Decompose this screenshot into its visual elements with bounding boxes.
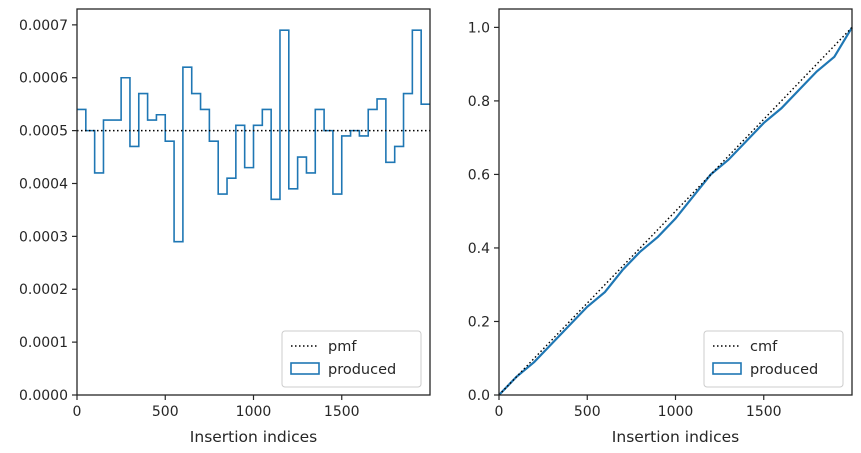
cmf-legend: cmf produced <box>703 330 844 388</box>
produced-cdf-legend-swatch <box>712 362 742 375</box>
produced-cdf-series <box>498 26 853 396</box>
produced-cdf-legend-label: produced <box>750 362 818 378</box>
cmf-panel: 0 500 1000 1500 0.0 0.2 0.4 0.6 0.8 1.0 Insertion… <box>468 8 853 446</box>
produced-step-series <box>77 29 430 243</box>
cmf-x-tick-label: 1000 <box>658 404 694 420</box>
cmf-legend-box <box>703 330 844 388</box>
pmf-y-tick-label: 0.0001 <box>19 335 68 351</box>
cmf-y-tick-label: 0.6 <box>468 167 490 183</box>
pmf-y-tick-label: 0.0006 <box>19 71 68 87</box>
cmf-y-tick-label: 0.2 <box>468 314 490 330</box>
cmf-reference-line <box>498 26 853 396</box>
pmf-axes-frame <box>76 8 431 396</box>
cmf-x-tick-label: 500 <box>574 404 601 420</box>
pmf-x-tick-label: 1000 <box>236 404 272 420</box>
cmf-y-tick-label: 1.0 <box>468 20 490 36</box>
pmf-axis-ticks: 0 500 1000 1500 0.0000 0.0001 0.0002 0.0003 0.00… <box>19 18 360 420</box>
cmf-y-tick-label: 0.8 <box>468 94 490 110</box>
pmf-plot-marks <box>77 29 430 243</box>
cmf-plot-marks <box>498 26 853 396</box>
cmf-y-tick-label: 0.4 <box>468 241 490 257</box>
cmf-x-axis-label: Insertion indices <box>612 428 739 446</box>
cmf-axes-frame <box>498 8 853 396</box>
pmf-y-tick-label: 0.0004 <box>19 176 68 192</box>
cmf-axis-ticks: 0 500 1000 1500 0.0 0.2 0.4 0.6 0.8 1.0 <box>468 20 782 420</box>
produced-legend-label: produced <box>328 362 396 378</box>
pmf-legend-box <box>281 330 422 388</box>
pmf-y-tick-label: 0.0005 <box>19 124 68 140</box>
pmf-legend-label: pmf <box>328 339 357 355</box>
cmf-y-tick-label: 0.0 <box>468 388 490 404</box>
pmf-x-tick-label: 500 <box>152 404 179 420</box>
cmf-legend-label: cmf <box>750 339 778 355</box>
cmf-x-tick-label: 0 <box>495 404 504 420</box>
pmf-y-tick-label: 0.0007 <box>19 18 68 34</box>
pmf-y-tick-label: 0.0000 <box>19 388 68 404</box>
cmf-x-tick-label: 1500 <box>746 404 782 420</box>
pmf-y-tick-label: 0.0003 <box>19 229 68 245</box>
pmf-x-axis-label: Insertion indices <box>190 428 317 446</box>
pmf-y-tick-label: 0.0002 <box>19 282 68 298</box>
produced-legend-swatch <box>290 362 320 375</box>
pmf-legend: pmf produced <box>281 330 422 388</box>
pmf-x-tick-label: 1500 <box>324 404 360 420</box>
pmf-panel: 0 500 1000 1500 0.0000 0.0001 0.0002 0.0003 0.00… <box>19 8 431 446</box>
pmf-x-tick-label: 0 <box>73 404 82 420</box>
